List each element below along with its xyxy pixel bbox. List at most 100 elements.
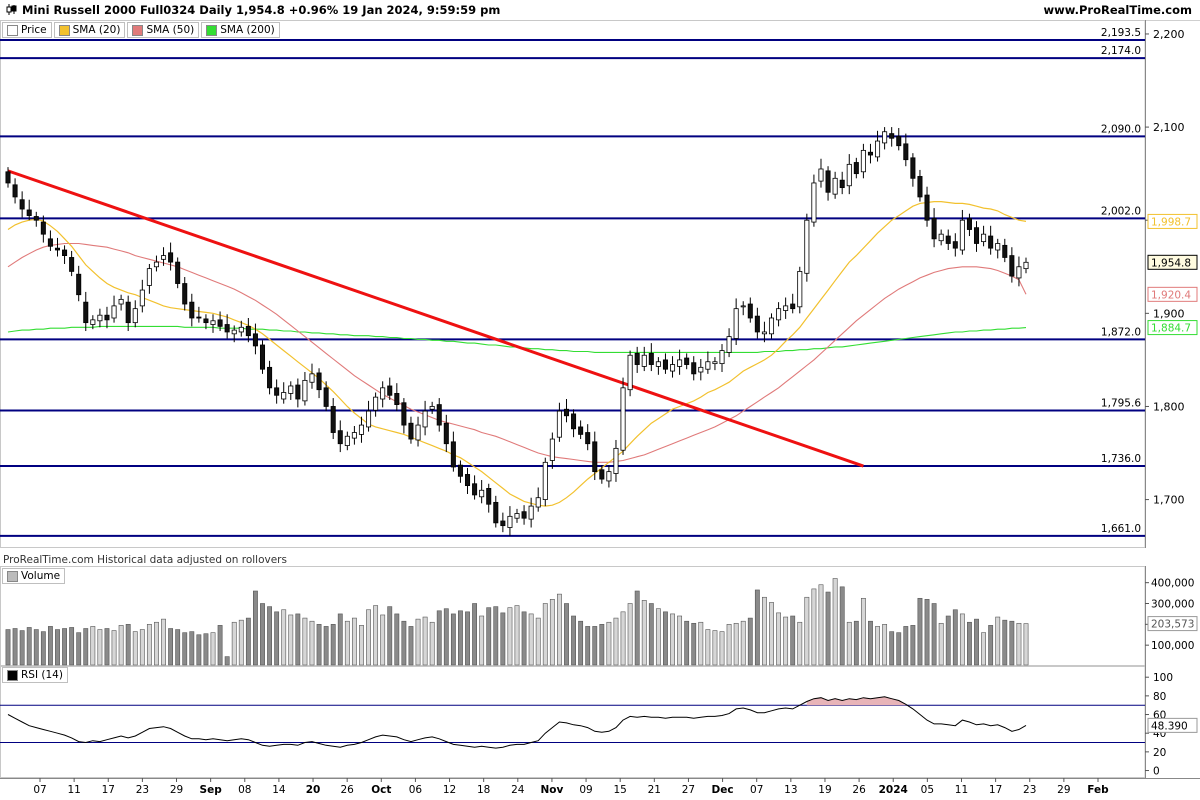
candle bbox=[132, 300, 138, 328]
volume-bar bbox=[620, 611, 626, 666]
candle-body bbox=[401, 402, 407, 426]
candle-body bbox=[832, 177, 838, 195]
price-tick-label: 2,100 bbox=[1153, 121, 1185, 134]
volume-bar bbox=[797, 621, 803, 666]
candle-body bbox=[783, 305, 789, 311]
rsi-tick-label: 0 bbox=[1153, 766, 1160, 778]
candle-body bbox=[1002, 244, 1008, 258]
candle-body bbox=[684, 357, 690, 365]
volume-bar bbox=[1009, 620, 1015, 666]
candle bbox=[684, 353, 690, 370]
candle bbox=[988, 225, 994, 255]
candle bbox=[500, 512, 506, 533]
candle-body bbox=[670, 364, 676, 372]
level-label: 2,002.0 bbox=[1101, 205, 1141, 217]
volume-bar bbox=[83, 628, 89, 666]
x-tick-label: 17 bbox=[989, 784, 1002, 796]
candle-body bbox=[768, 317, 775, 335]
candle-body bbox=[535, 497, 541, 508]
volume-bar bbox=[309, 620, 315, 666]
x-tick-label: 26 bbox=[340, 784, 354, 796]
volume-bar bbox=[19, 630, 25, 666]
legend-sma50[interactable]: SMA (50) bbox=[127, 22, 200, 38]
candle bbox=[740, 301, 746, 316]
legend-price[interactable]: Price bbox=[2, 22, 52, 38]
volume-bar bbox=[846, 621, 852, 666]
volume-bar bbox=[203, 633, 209, 666]
candle-body bbox=[224, 324, 230, 333]
candle bbox=[981, 225, 987, 247]
volume-bar bbox=[896, 632, 902, 666]
candle-body bbox=[627, 354, 633, 391]
legend-sma200[interactable]: SMA (200) bbox=[201, 22, 280, 38]
candle-body bbox=[76, 273, 82, 296]
footer-note: ProRealTime.com Historical data adjusted… bbox=[3, 554, 287, 566]
candle-body bbox=[634, 352, 640, 365]
candle-body bbox=[818, 168, 824, 182]
volume-bar bbox=[860, 597, 866, 666]
volume-tick-label: 400,000 bbox=[1151, 578, 1194, 590]
candle bbox=[761, 321, 767, 343]
volume-bar bbox=[712, 630, 718, 666]
legend-sma20[interactable]: SMA (20) bbox=[53, 22, 126, 38]
candle bbox=[825, 166, 831, 201]
volume-bar bbox=[111, 630, 117, 666]
candle bbox=[231, 325, 237, 343]
volume-bar bbox=[952, 609, 958, 666]
volume-bar bbox=[302, 617, 308, 666]
volume-bar bbox=[663, 611, 668, 666]
candle-body bbox=[889, 133, 895, 139]
volume-bar bbox=[868, 620, 873, 666]
candle-body bbox=[394, 393, 400, 405]
candle-body bbox=[493, 501, 499, 524]
x-tick-label: 11 bbox=[67, 784, 80, 796]
candle-body bbox=[479, 489, 485, 498]
candle-body bbox=[387, 385, 393, 396]
volume-bar bbox=[168, 628, 174, 666]
level-label: 1,661.0 bbox=[1101, 523, 1141, 535]
candle-body bbox=[196, 316, 202, 319]
volume-bar bbox=[811, 588, 817, 666]
price-label-text: 1,884.7 bbox=[1151, 323, 1191, 335]
candle bbox=[959, 209, 965, 255]
candle-body bbox=[521, 511, 527, 519]
candle bbox=[450, 431, 456, 472]
candle bbox=[281, 382, 287, 404]
candle-body bbox=[606, 471, 612, 482]
price-tick-label: 2,000 bbox=[1153, 214, 1185, 227]
legend-volume[interactable]: Volume bbox=[2, 568, 66, 584]
candle-body bbox=[988, 235, 994, 249]
volume-bar bbox=[988, 625, 994, 666]
x-tick-label: 07 bbox=[33, 784, 46, 796]
volume-bar bbox=[818, 584, 824, 666]
candle bbox=[54, 237, 61, 257]
price-tick-label: 2,200 bbox=[1153, 28, 1185, 41]
candle bbox=[832, 171, 838, 199]
volume-bar bbox=[521, 611, 527, 666]
level-label: 2,193.5 bbox=[1101, 27, 1141, 39]
candle-body bbox=[938, 233, 944, 242]
x-tick-label: 23 bbox=[1023, 784, 1036, 796]
candle bbox=[486, 483, 492, 513]
trend-line bbox=[7, 169, 864, 468]
volume-bar bbox=[443, 608, 449, 666]
candle bbox=[175, 257, 181, 289]
candle-body bbox=[563, 408, 570, 417]
candle-body bbox=[12, 184, 18, 198]
legend-rsi[interactable]: RSI (14) bbox=[2, 667, 68, 683]
volume-bar bbox=[175, 629, 181, 666]
x-tick-label: Feb bbox=[1087, 784, 1109, 796]
candle-body bbox=[839, 179, 845, 189]
candle bbox=[924, 186, 930, 227]
volume-bar bbox=[76, 632, 82, 666]
site-link[interactable]: www.ProRealTime.com bbox=[1043, 3, 1192, 17]
candle-body bbox=[846, 163, 852, 187]
candle bbox=[238, 320, 244, 337]
candle bbox=[514, 508, 520, 523]
candle-body bbox=[274, 387, 280, 396]
volume-bar bbox=[903, 626, 909, 666]
candle bbox=[302, 372, 308, 406]
candle bbox=[358, 416, 364, 443]
candle bbox=[69, 250, 75, 277]
